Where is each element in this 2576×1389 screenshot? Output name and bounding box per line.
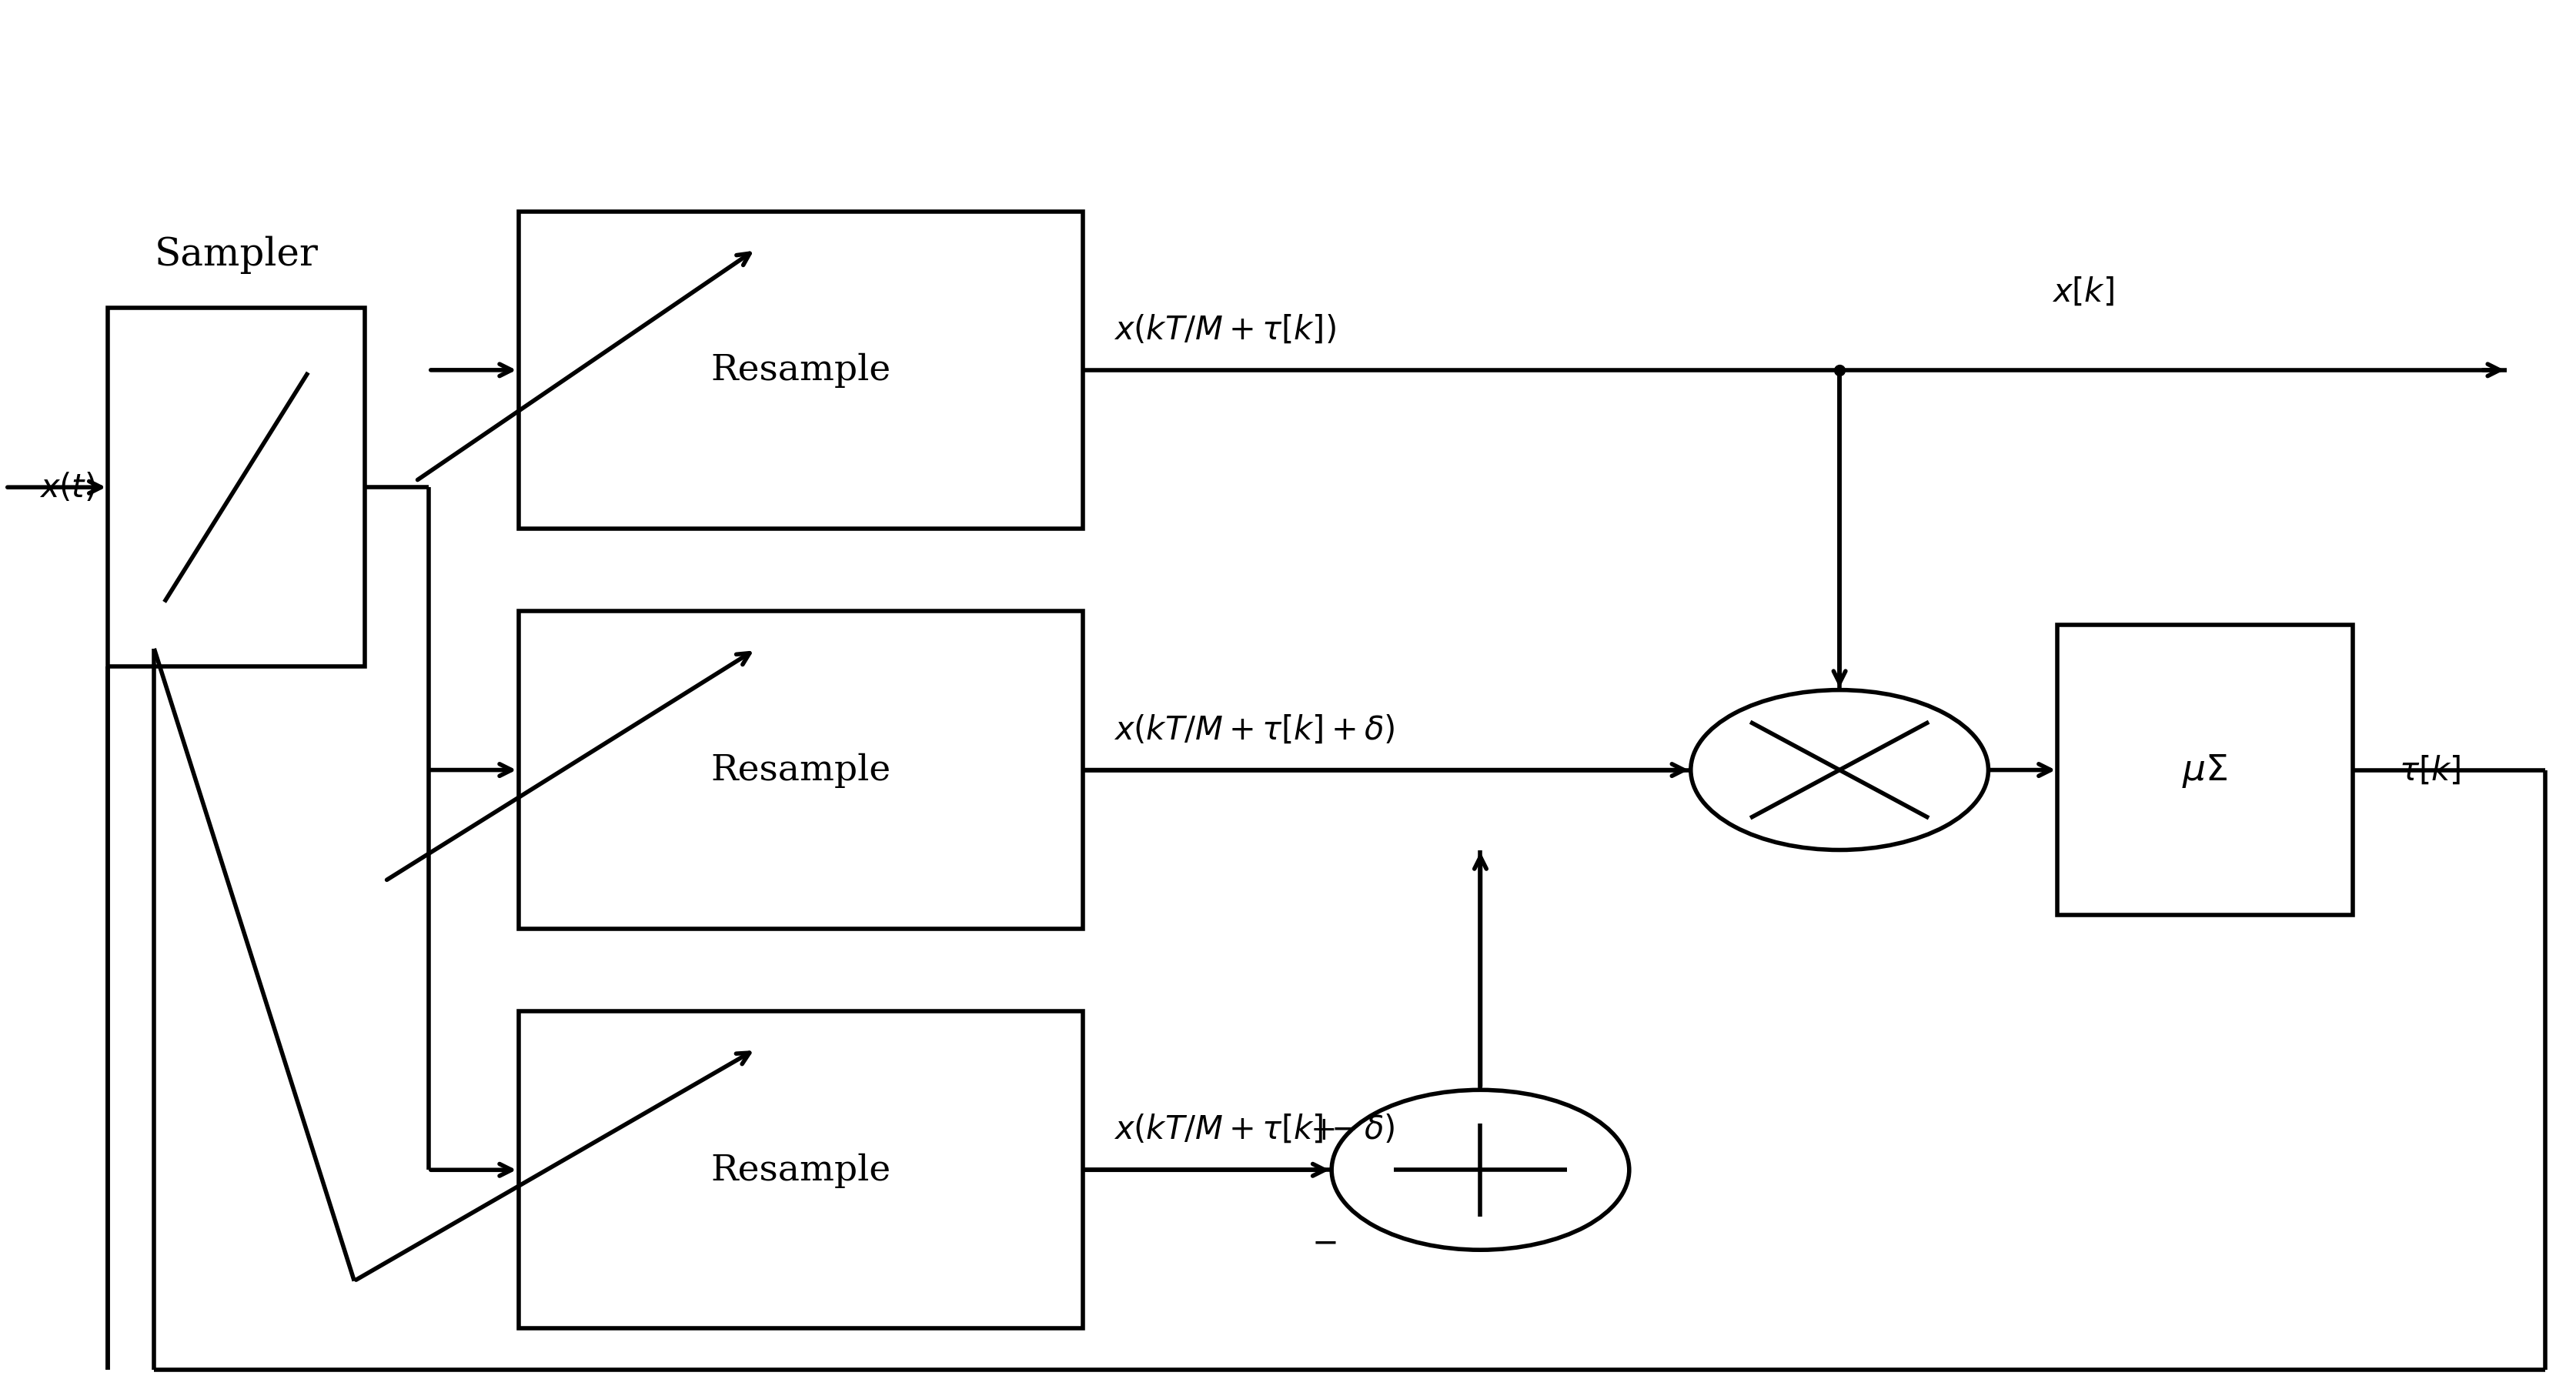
Text: Resample: Resample xyxy=(711,353,891,388)
Bar xyxy=(2058,625,2352,915)
Text: +: + xyxy=(1311,1114,1337,1146)
Text: $-$: $-$ xyxy=(1311,1226,1337,1258)
Text: $x[k]$: $x[k]$ xyxy=(2053,276,2115,308)
Text: $x(kT/M + \tau[k] + \delta)$: $x(kT/M + \tau[k] + \delta)$ xyxy=(1113,713,1394,746)
Bar xyxy=(518,213,1082,529)
Text: $x(kT/M + \tau[k] - \delta)$: $x(kT/M + \tau[k] - \delta)$ xyxy=(1113,1113,1394,1145)
Text: Resample: Resample xyxy=(711,1153,891,1188)
Text: $\tau[k]$: $\tau[k]$ xyxy=(2398,754,2460,786)
Text: $x(t)$: $x(t)$ xyxy=(39,472,95,504)
Bar xyxy=(108,308,363,667)
Text: Sampler: Sampler xyxy=(155,236,319,274)
Bar xyxy=(518,1011,1082,1328)
Bar xyxy=(518,611,1082,929)
Text: $\mu\Sigma$: $\mu\Sigma$ xyxy=(2182,751,2228,789)
Text: Resample: Resample xyxy=(711,753,891,788)
Text: $x(kT/M + \tau[k])$: $x(kT/M + \tau[k])$ xyxy=(1113,314,1337,346)
